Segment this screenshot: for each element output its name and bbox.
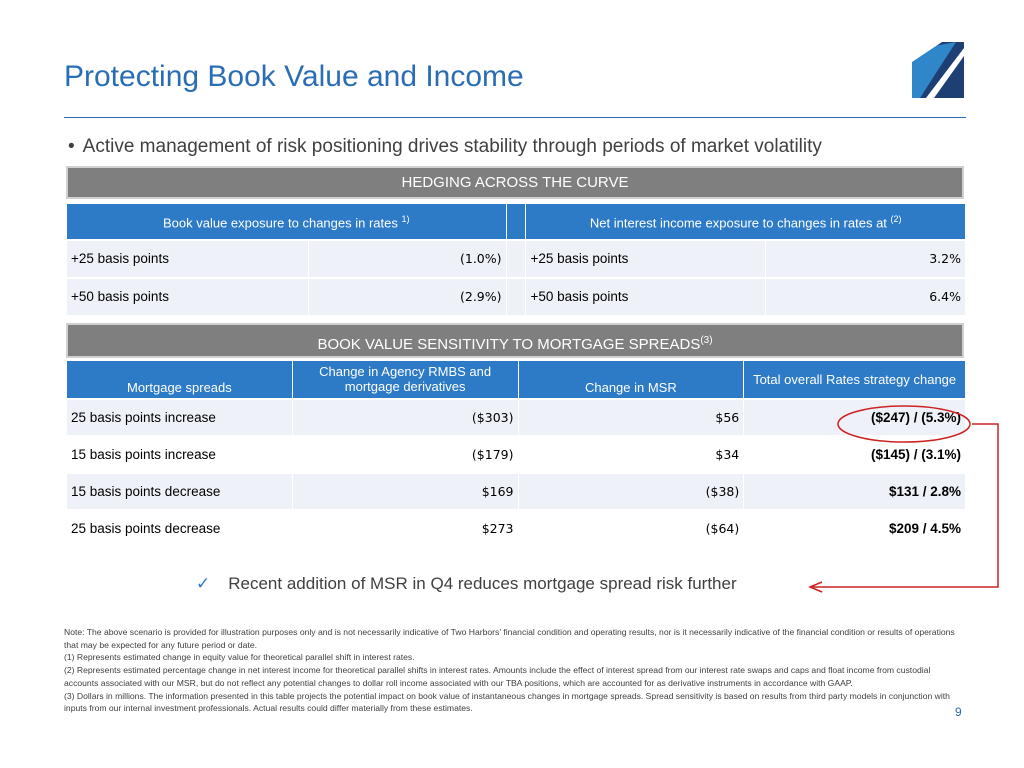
msr-change: ($64): [517, 508, 745, 548]
rmbs-change: $273: [291, 508, 519, 548]
book-value-exposure-header: Book value exposure to changes in rates …: [66, 203, 507, 240]
footnote-1: (1) Represents estimated change in equit…: [64, 652, 415, 663]
mortgage-spreads-header: Mortgage spreads: [66, 360, 293, 399]
footnote-marker: (2): [890, 214, 902, 225]
sensitivity-band-label: BOOK VALUE SENSITIVITY TO MORTGAGE SPREA…: [317, 336, 701, 353]
header-gap: [505, 203, 527, 240]
intro-bullet: • Active management of risk positioning d…: [68, 136, 822, 158]
title-divider: [64, 117, 966, 118]
row-label: 15 basis points increase: [66, 434, 293, 474]
row-label: +25 basis points: [66, 238, 309, 279]
cell-gap: [505, 238, 527, 279]
total-change: $131 / 2.8%: [743, 471, 966, 511]
bullet-dot: •: [68, 136, 75, 157]
msr-callout-text: Recent addition of MSR in Q4 reduces mor…: [228, 574, 737, 593]
row-label: 15 basis points decrease: [66, 471, 293, 511]
disclaimer-note: Note: The above scenario is provided for…: [64, 627, 955, 650]
intro-bullet-text: Active management of risk positioning dr…: [82, 136, 822, 157]
hedging-band-label: HEDGING ACROSS THE CURVE: [401, 174, 629, 191]
nii-exposure-header: Net interest income exposure to changes …: [525, 203, 966, 240]
msr-change: $56: [517, 397, 745, 437]
arrow-head-icon: [808, 581, 823, 593]
checkmark-icon: ✓: [196, 574, 211, 593]
rmbs-change: $169: [291, 471, 519, 511]
row-label: +50 basis points: [525, 276, 767, 317]
table-row: 15 basis points increase ($179) $34 ($14…: [66, 434, 966, 474]
company-logo: [912, 42, 964, 98]
rmbs-change-header: Change in Agency RMBS and mortgage deriv…: [291, 360, 519, 399]
book-value-change: (2.9%): [307, 276, 507, 317]
msr-change: $34: [517, 434, 745, 474]
msr-change: ($38): [517, 471, 745, 511]
total-change: $209 / 4.5%: [743, 508, 966, 548]
rmbs-change: ($303): [291, 397, 519, 437]
total-change-header: Total overall Rates strategy change: [743, 360, 966, 399]
hedging-band: HEDGING ACROSS THE CURVE: [66, 166, 964, 199]
row-label: 25 basis points decrease: [66, 508, 293, 548]
nii-exposure-header-text: Net interest income exposure to changes …: [589, 215, 887, 231]
footnote-marker: (3): [700, 335, 713, 346]
table-row: +50 basis points (2.9%) +50 basis points…: [66, 276, 966, 317]
total-change: ($145) / (3.1%): [743, 434, 966, 474]
footnote-2: (2) Represents estimated percentage chan…: [64, 665, 931, 688]
msr-change-header: Change in MSR: [517, 360, 745, 399]
total-change: ($247) / (5.3%): [743, 397, 966, 437]
book-value-change: (1.0%): [307, 238, 507, 279]
footnote-marker: 1): [401, 214, 410, 225]
table-row: 25 basis points decrease $273 ($64) $209…: [66, 508, 966, 548]
page-number: 9: [955, 705, 962, 719]
sensitivity-band: BOOK VALUE SENSITIVITY TO MORTGAGE SPREA…: [66, 323, 964, 358]
nii-change: 6.4%: [765, 276, 966, 317]
row-label: 25 basis points increase: [66, 397, 293, 437]
footnote-3: (3) Dollars in millions. The information…: [64, 690, 950, 714]
msr-callout: ✓ Recent addition of MSR in Q4 reduces mo…: [196, 574, 737, 594]
row-label: +25 basis points: [525, 238, 767, 279]
footnotes: Note: The above scenario is provided for…: [64, 626, 964, 715]
page-title: Protecting Book Value and Income: [64, 60, 524, 93]
row-label: +50 basis points: [66, 276, 309, 317]
spread-sensitivity-table: Mortgage spreads Change in Agency RMBS a…: [66, 360, 966, 548]
book-value-exposure-header-text: Book value exposure to changes in rates: [162, 215, 398, 231]
cell-gap: [505, 276, 527, 317]
table-row: +25 basis points (1.0%) +25 basis points…: [66, 238, 966, 279]
table-row: 15 basis points decrease $169 ($38) $131…: [66, 471, 966, 511]
rmbs-change: ($179): [291, 434, 519, 474]
table-row: 25 basis points increase ($303) $56 ($24…: [66, 397, 966, 437]
nii-change: 3.2%: [765, 238, 966, 279]
rate-exposure-table: Book value exposure to changes in rates …: [66, 203, 966, 317]
